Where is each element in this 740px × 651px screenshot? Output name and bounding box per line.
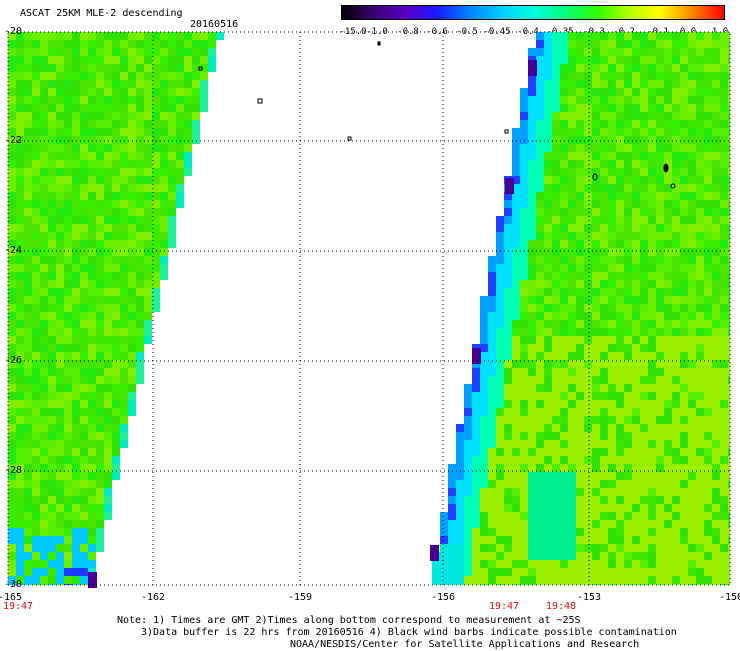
map-title: ASCAT 25KM MLE-2 descending	[20, 8, 183, 19]
lat-label: -26	[4, 355, 23, 366]
time-label: 19:48	[545, 601, 577, 612]
map-date: 20160516	[190, 19, 239, 30]
island-marker	[377, 41, 381, 46]
lon-label: -156	[430, 592, 456, 603]
island-marker	[198, 66, 203, 71]
island-marker	[663, 163, 669, 173]
lat-label: -28	[4, 465, 23, 476]
lat-label: -24	[4, 245, 23, 256]
island-marker	[257, 98, 263, 104]
lat-label: -20	[4, 26, 23, 37]
lon-label: -162	[140, 592, 166, 603]
note-line-1: Note: 1) Times are GMT 2)Times along bot…	[117, 615, 581, 626]
lon-label: -150	[718, 592, 740, 603]
scale-label: -0.8	[397, 27, 419, 37]
lon-label: -159	[287, 592, 313, 603]
lat-label: -30	[4, 579, 23, 590]
island-marker	[347, 136, 352, 141]
island-marker	[670, 183, 676, 189]
lon-label: -153	[576, 592, 602, 603]
time-label: 19:47	[2, 601, 34, 612]
color-scale-bar	[341, 5, 725, 20]
scale-label: -0.5	[456, 27, 478, 37]
note-line-3: NOAA/NESDIS/Center for Satellite Applica…	[290, 639, 640, 650]
note-line-2: 3)Data buffer is 22 hrs from 20160516 4)…	[141, 627, 677, 638]
island-marker	[504, 129, 509, 134]
lat-label: -22	[4, 135, 23, 146]
lon-label: -165	[0, 592, 23, 603]
island-marker	[592, 173, 598, 181]
time-label: 19:47	[488, 601, 520, 612]
